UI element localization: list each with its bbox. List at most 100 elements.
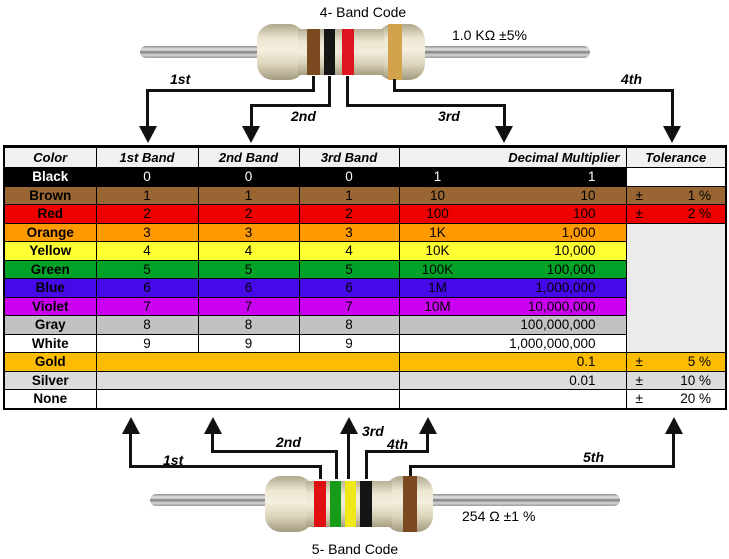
merged-band-cell — [95, 352, 400, 372]
multiplier-value: 10,000 — [554, 243, 596, 259]
tolerance-plus-minus: ± — [635, 354, 643, 370]
band3-cell: 5 — [298, 259, 400, 279]
table-row-white: White 9 9 9 1,000,000,000 — [3, 333, 726, 353]
multiplier-cell: 10 10 — [398, 185, 627, 205]
multiplier-prefix: 1K — [429, 224, 446, 240]
tolerance-cell: ±10 % — [625, 370, 727, 390]
color-name-cell: Red — [3, 204, 97, 224]
multiplier-prefix: 10M — [424, 298, 451, 314]
multiplier-cell: 10M 10,000,000 — [398, 296, 627, 316]
resistor-band-brown — [403, 476, 417, 532]
arrowhead-down-icon — [242, 126, 260, 143]
multiplier-value: 1,000 — [561, 224, 596, 240]
multiplier-cell: 1K 1,000 — [398, 222, 627, 242]
header-3rd-band: 3rd Band — [298, 146, 400, 168]
table-row-red: Red 2 2 2 100 100 ±2 % — [3, 204, 727, 224]
band2-cell: 1 — [197, 185, 300, 205]
five-band-value-label: 254 Ω ±1 % — [462, 508, 536, 524]
band2-cell: 9 — [197, 333, 300, 353]
arrowhead-down-icon — [139, 126, 157, 143]
tolerance-cell: ±5 % — [625, 352, 727, 372]
multiplier-value: 0.1 — [576, 354, 596, 370]
multiplier-prefix: 100K — [421, 261, 454, 277]
header-decimal-multiplier: Decimal Multiplier — [398, 146, 627, 168]
four-band-value-label: 1.0 KΩ ±5% — [452, 27, 527, 43]
merged-band-cell — [95, 389, 400, 409]
band1-cell: 1 — [95, 185, 199, 205]
tolerance-plus-minus: ± — [635, 391, 643, 407]
resistor-body-left-cap — [257, 24, 305, 80]
band3-cell: 3 — [298, 222, 400, 242]
arrowhead-up-icon — [419, 417, 437, 434]
arrow-label-2nd: 2nd — [276, 434, 301, 450]
table-row-blue: Blue 6 6 6 1M 1,000,000 — [3, 278, 726, 298]
band1-cell: 0 — [95, 167, 199, 187]
color-name-cell: Green — [3, 259, 97, 279]
band2-cell: 6 — [197, 278, 300, 298]
arrowhead-up-icon — [122, 417, 140, 434]
color-code-table-body: Black 0 0 0 1 1 Brown 1 1 1 10 10 ±1 % Red 2 2 2 100 100 ±2… — [3, 167, 727, 409]
resistor-band-black — [324, 29, 335, 75]
band3-cell: 6 — [298, 278, 400, 298]
multiplier-value: 100,000 — [546, 261, 596, 277]
table-row-violet: Violet 7 7 7 10M 10,000,000 — [3, 296, 726, 316]
band3-cell: 7 — [298, 296, 400, 316]
tolerance-value: 5 % — [687, 354, 711, 370]
color-name-cell: Orange — [3, 222, 97, 242]
band1-cell: 7 — [95, 296, 199, 316]
band2-cell: 4 — [197, 241, 300, 261]
band1-cell: 6 — [95, 278, 199, 298]
tolerance-value: 10 % — [680, 372, 711, 388]
arrow-label-1st: 1st — [170, 71, 191, 87]
multiplier-cell: 1M 1,000,000 — [398, 278, 627, 298]
color-name-cell: None — [3, 389, 97, 409]
table-row-gray: Gray 8 8 8 100,000,000 — [3, 315, 726, 335]
resistor-body-left-cap — [265, 476, 313, 532]
multiplier-cell — [398, 389, 627, 409]
band3-cell: 1 — [298, 185, 400, 205]
merged-band-cell — [95, 370, 400, 390]
resistor-band-gold — [388, 24, 402, 80]
multiplier-value: 10,000,000 — [527, 298, 596, 314]
multiplier-value: 1,000,000,000 — [509, 335, 596, 351]
resistor-band-red — [314, 481, 326, 527]
band1-cell: 5 — [95, 259, 199, 279]
band3-cell: 4 — [298, 241, 400, 261]
band1-cell: 4 — [95, 241, 199, 261]
header-2nd-band: 2nd Band — [197, 146, 300, 168]
arrow-label-2nd: 2nd — [291, 108, 316, 124]
resistor-band-green — [330, 481, 341, 527]
resistor-band-red — [342, 29, 354, 75]
arrow-label-1st: 1st — [163, 452, 184, 468]
table-row-black: Black 0 0 0 1 1 — [3, 167, 727, 187]
arrowhead-up-icon — [204, 417, 222, 434]
arrow-label-4th: 4th — [387, 436, 408, 452]
band3-cell: 0 — [298, 167, 400, 187]
tolerance-value: 20 % — [680, 391, 711, 407]
header-color: Color — [3, 146, 97, 168]
arrowhead-down-icon — [663, 126, 681, 143]
band1-cell: 3 — [95, 222, 199, 242]
arrow-label-4th: 4th — [621, 71, 642, 87]
color-name-cell: Black — [3, 167, 97, 187]
tolerance-empty-block — [625, 222, 727, 353]
multiplier-prefix: 10 — [429, 187, 446, 203]
multiplier-cell: 10K 10,000 — [398, 241, 627, 261]
color-code-table: Color 1st Band 2nd Band 3rd Band Decimal… — [3, 145, 727, 410]
multiplier-prefix: 1M — [428, 280, 447, 296]
resistor-band-black — [360, 481, 372, 527]
table-row-yellow: Yellow 4 4 4 10K 10,000 — [3, 241, 726, 261]
tolerance-plus-minus: ± — [635, 187, 643, 203]
color-name-cell: Violet — [3, 296, 97, 316]
table-row-silver: Silver 0.01 ±10 % — [3, 370, 727, 390]
tolerance-cell — [625, 167, 727, 187]
arrow-label-3rd: 3rd — [438, 108, 460, 124]
tolerance-cell: ±20 % — [625, 389, 727, 409]
multiplier-value: 0.01 — [569, 372, 596, 388]
color-name-cell: Gray — [3, 315, 97, 335]
four-band-code-title: 4- Band Code — [319, 4, 407, 20]
table-header-row: Color 1st Band 2nd Band 3rd Band Decimal… — [3, 146, 727, 168]
color-name-cell: Yellow — [3, 241, 97, 261]
multiplier-value: 10 — [580, 187, 596, 203]
